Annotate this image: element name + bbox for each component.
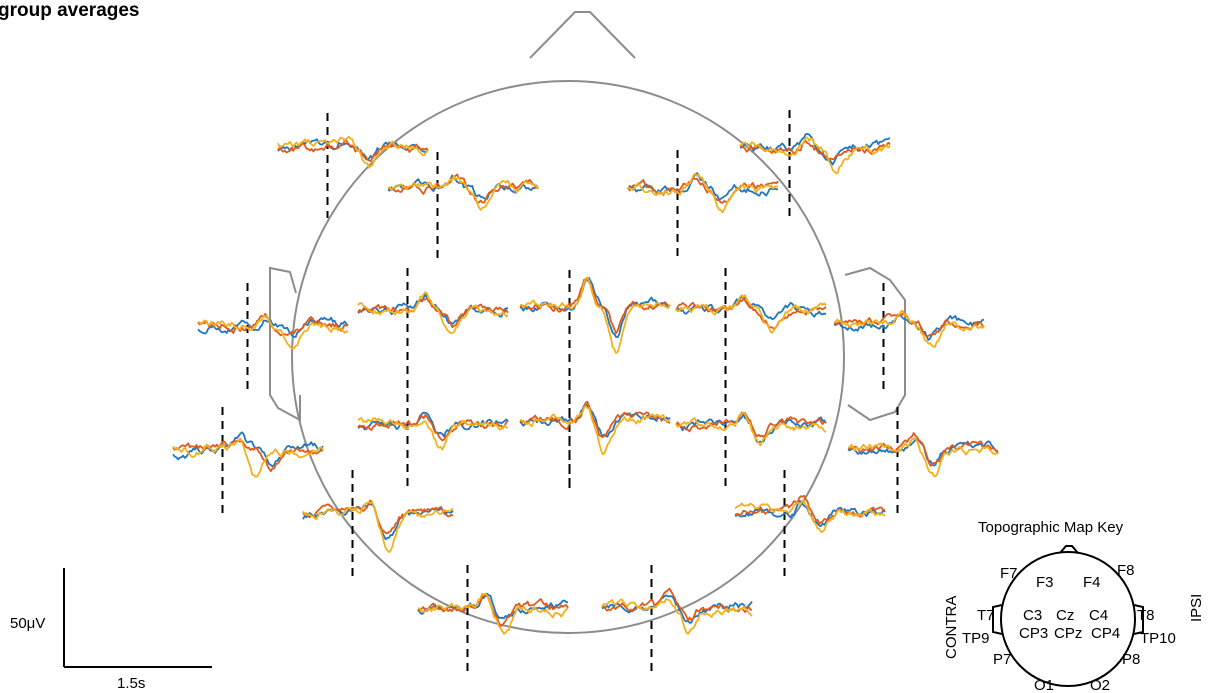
trace-T8-3 [833,309,985,348]
trace-F7-3 [277,135,429,169]
key-electrode-CPz: CPz [1054,625,1082,642]
trace-CP4-3 [675,411,827,447]
key-left-ear [992,604,1003,635]
key-electrode-F3: F3 [1036,574,1054,591]
channel-TP9 [172,407,324,517]
figure-title: group averages [0,0,140,21]
channel-P8 [734,470,886,582]
trace-O2-3 [601,598,753,635]
trace-CP3-3 [357,417,509,451]
channel-O2 [601,565,753,672]
channel-CPz [519,380,671,490]
trace-F4-3 [627,172,779,214]
trace-O2-1 [601,594,753,624]
key-electrode-C4: C4 [1089,607,1108,624]
trace-C3-1 [357,293,509,325]
time-scale-label: 1.5s [117,675,145,692]
trace-TP9-1 [172,431,324,468]
key-contra-label: CONTRA [943,596,960,659]
trace-P8-2 [734,494,886,525]
key-electrode-P8: P8 [1122,651,1140,668]
trace-T7-3 [197,314,349,350]
channel-T8 [833,283,985,395]
trace-P8-3 [734,499,886,533]
key-head-circle [1000,551,1136,687]
trace-F3-3 [387,175,539,211]
key-title: Topographic Map Key [978,519,1124,536]
right-ear-outline [844,266,906,422]
head-circle [291,80,845,634]
key-electrode-Cz: Cz [1056,607,1074,624]
head-outline [269,11,906,634]
trace-F4-2 [627,177,779,204]
key-electrode-F8: F8 [1117,562,1135,579]
key-electrode-F4: F4 [1083,574,1101,591]
channel-F3 [387,152,539,258]
trace-O1-3 [417,592,569,635]
key-electrode-O1: O1 [1034,677,1054,693]
nose-outline [529,11,636,59]
trace-CPz-3 [519,405,671,456]
channel-TP10 [847,407,999,517]
trace-F3-2 [388,173,539,204]
trace-TP9-2 [172,439,324,473]
key-right-ear [1133,604,1144,635]
trace-C4-3 [675,294,827,334]
scale-bar: 50μV 1.5s [10,568,212,692]
channel-Cz [519,270,671,490]
trace-C3-3 [357,291,509,334]
trace-TP10-2 [847,432,999,467]
trace-TP9-3 [172,437,324,478]
key-electrode-F7: F7 [1000,565,1018,582]
channel-F4 [627,150,779,258]
key-electrode-P7: P7 [993,651,1011,668]
trace-F8-3 [739,136,891,175]
topographic-map-key: Topographic Map Key CONTRA IPSI F7 F3 F4… [943,519,1205,693]
channel-traces [172,110,999,672]
voltage-scale-label: 50μV [10,615,45,632]
trace-T8-1 [833,313,985,341]
channel-C4 [675,268,827,402]
key-electrode-TP9: TP9 [962,630,990,647]
trace-TP10-3 [847,437,999,478]
key-electrode-CP4: CP4 [1091,625,1120,642]
key-electrode-CP3: CP3 [1019,625,1048,642]
key-electrode-TP10: TP10 [1140,630,1176,647]
channel-P7 [302,470,454,582]
left-ear-outline [269,266,301,422]
trace-T7-1 [197,316,349,338]
key-nose [1059,545,1079,554]
channel-T7 [197,283,349,395]
trace-Cz-1 [519,276,671,339]
channel-C3 [357,268,509,402]
key-electrode-C3: C3 [1023,607,1042,624]
channel-F8 [739,110,891,218]
key-electrode-T8: T8 [1137,607,1155,624]
trace-Cz-3 [519,276,671,355]
trace-C4-2 [675,297,827,330]
channel-F7 [277,113,429,218]
trace-C3-2 [357,297,509,329]
key-ipsi-label: IPSI [1188,594,1205,622]
channel-CP4 [675,380,827,490]
channel-O1 [417,565,569,672]
key-electrode-O2: O2 [1090,677,1110,693]
trace-P7-3 [302,500,454,553]
key-electrode-T7: T7 [977,607,995,624]
channel-CP3 [357,380,509,490]
trace-P7-2 [302,499,454,535]
